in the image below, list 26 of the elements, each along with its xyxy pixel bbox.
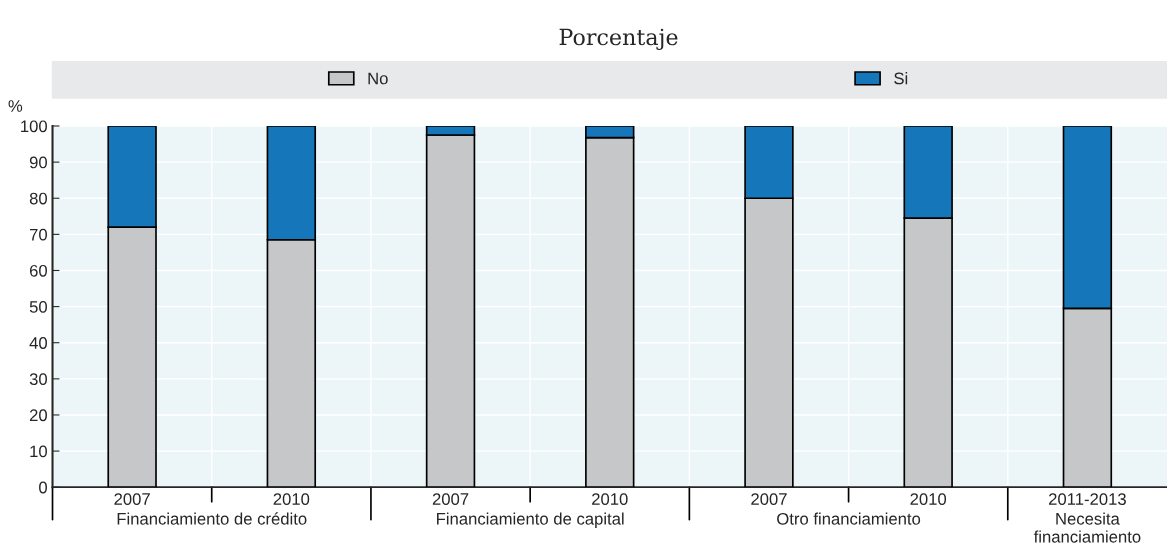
x-tick-label: 2007 <box>751 493 787 505</box>
chart-subtitle: Porcentaje <box>559 28 678 50</box>
y-tick-label: 80 <box>29 192 47 205</box>
x-tick-label: 2007 <box>114 493 150 505</box>
legend-label: No <box>368 72 388 85</box>
y-tick-label: 60 <box>29 264 47 277</box>
text: Financiamiento de crédito <box>117 512 307 525</box>
x-tick-label: 2010 <box>910 493 947 505</box>
y-axis-title: % <box>8 100 23 112</box>
x-tick-label: 2007 <box>432 493 469 505</box>
legend-label: Si <box>894 72 908 85</box>
y-tick-label: 70 <box>29 228 47 241</box>
y-tick-label: 100 <box>21 120 47 133</box>
x-tick-label: 2010 <box>592 493 628 505</box>
text: Otro financiamiento <box>777 512 921 525</box>
y-tick-label: 30 <box>29 373 47 386</box>
y-tick-label: 0 <box>39 481 47 494</box>
x-tick-label: 2011-2013 <box>1049 493 1126 505</box>
text: Necesita financiamiento <box>1033 512 1141 543</box>
y-tick-label: 10 <box>30 445 47 458</box>
y-tick-label: 20 <box>29 409 47 422</box>
y-tick-label: 40 <box>29 337 47 349</box>
y-tick-label: 50 <box>29 301 47 313</box>
y-tick-label: 90 <box>29 156 47 169</box>
x-tick-label: 2010 <box>273 493 310 505</box>
text: Financiamiento de capital <box>437 512 624 529</box>
